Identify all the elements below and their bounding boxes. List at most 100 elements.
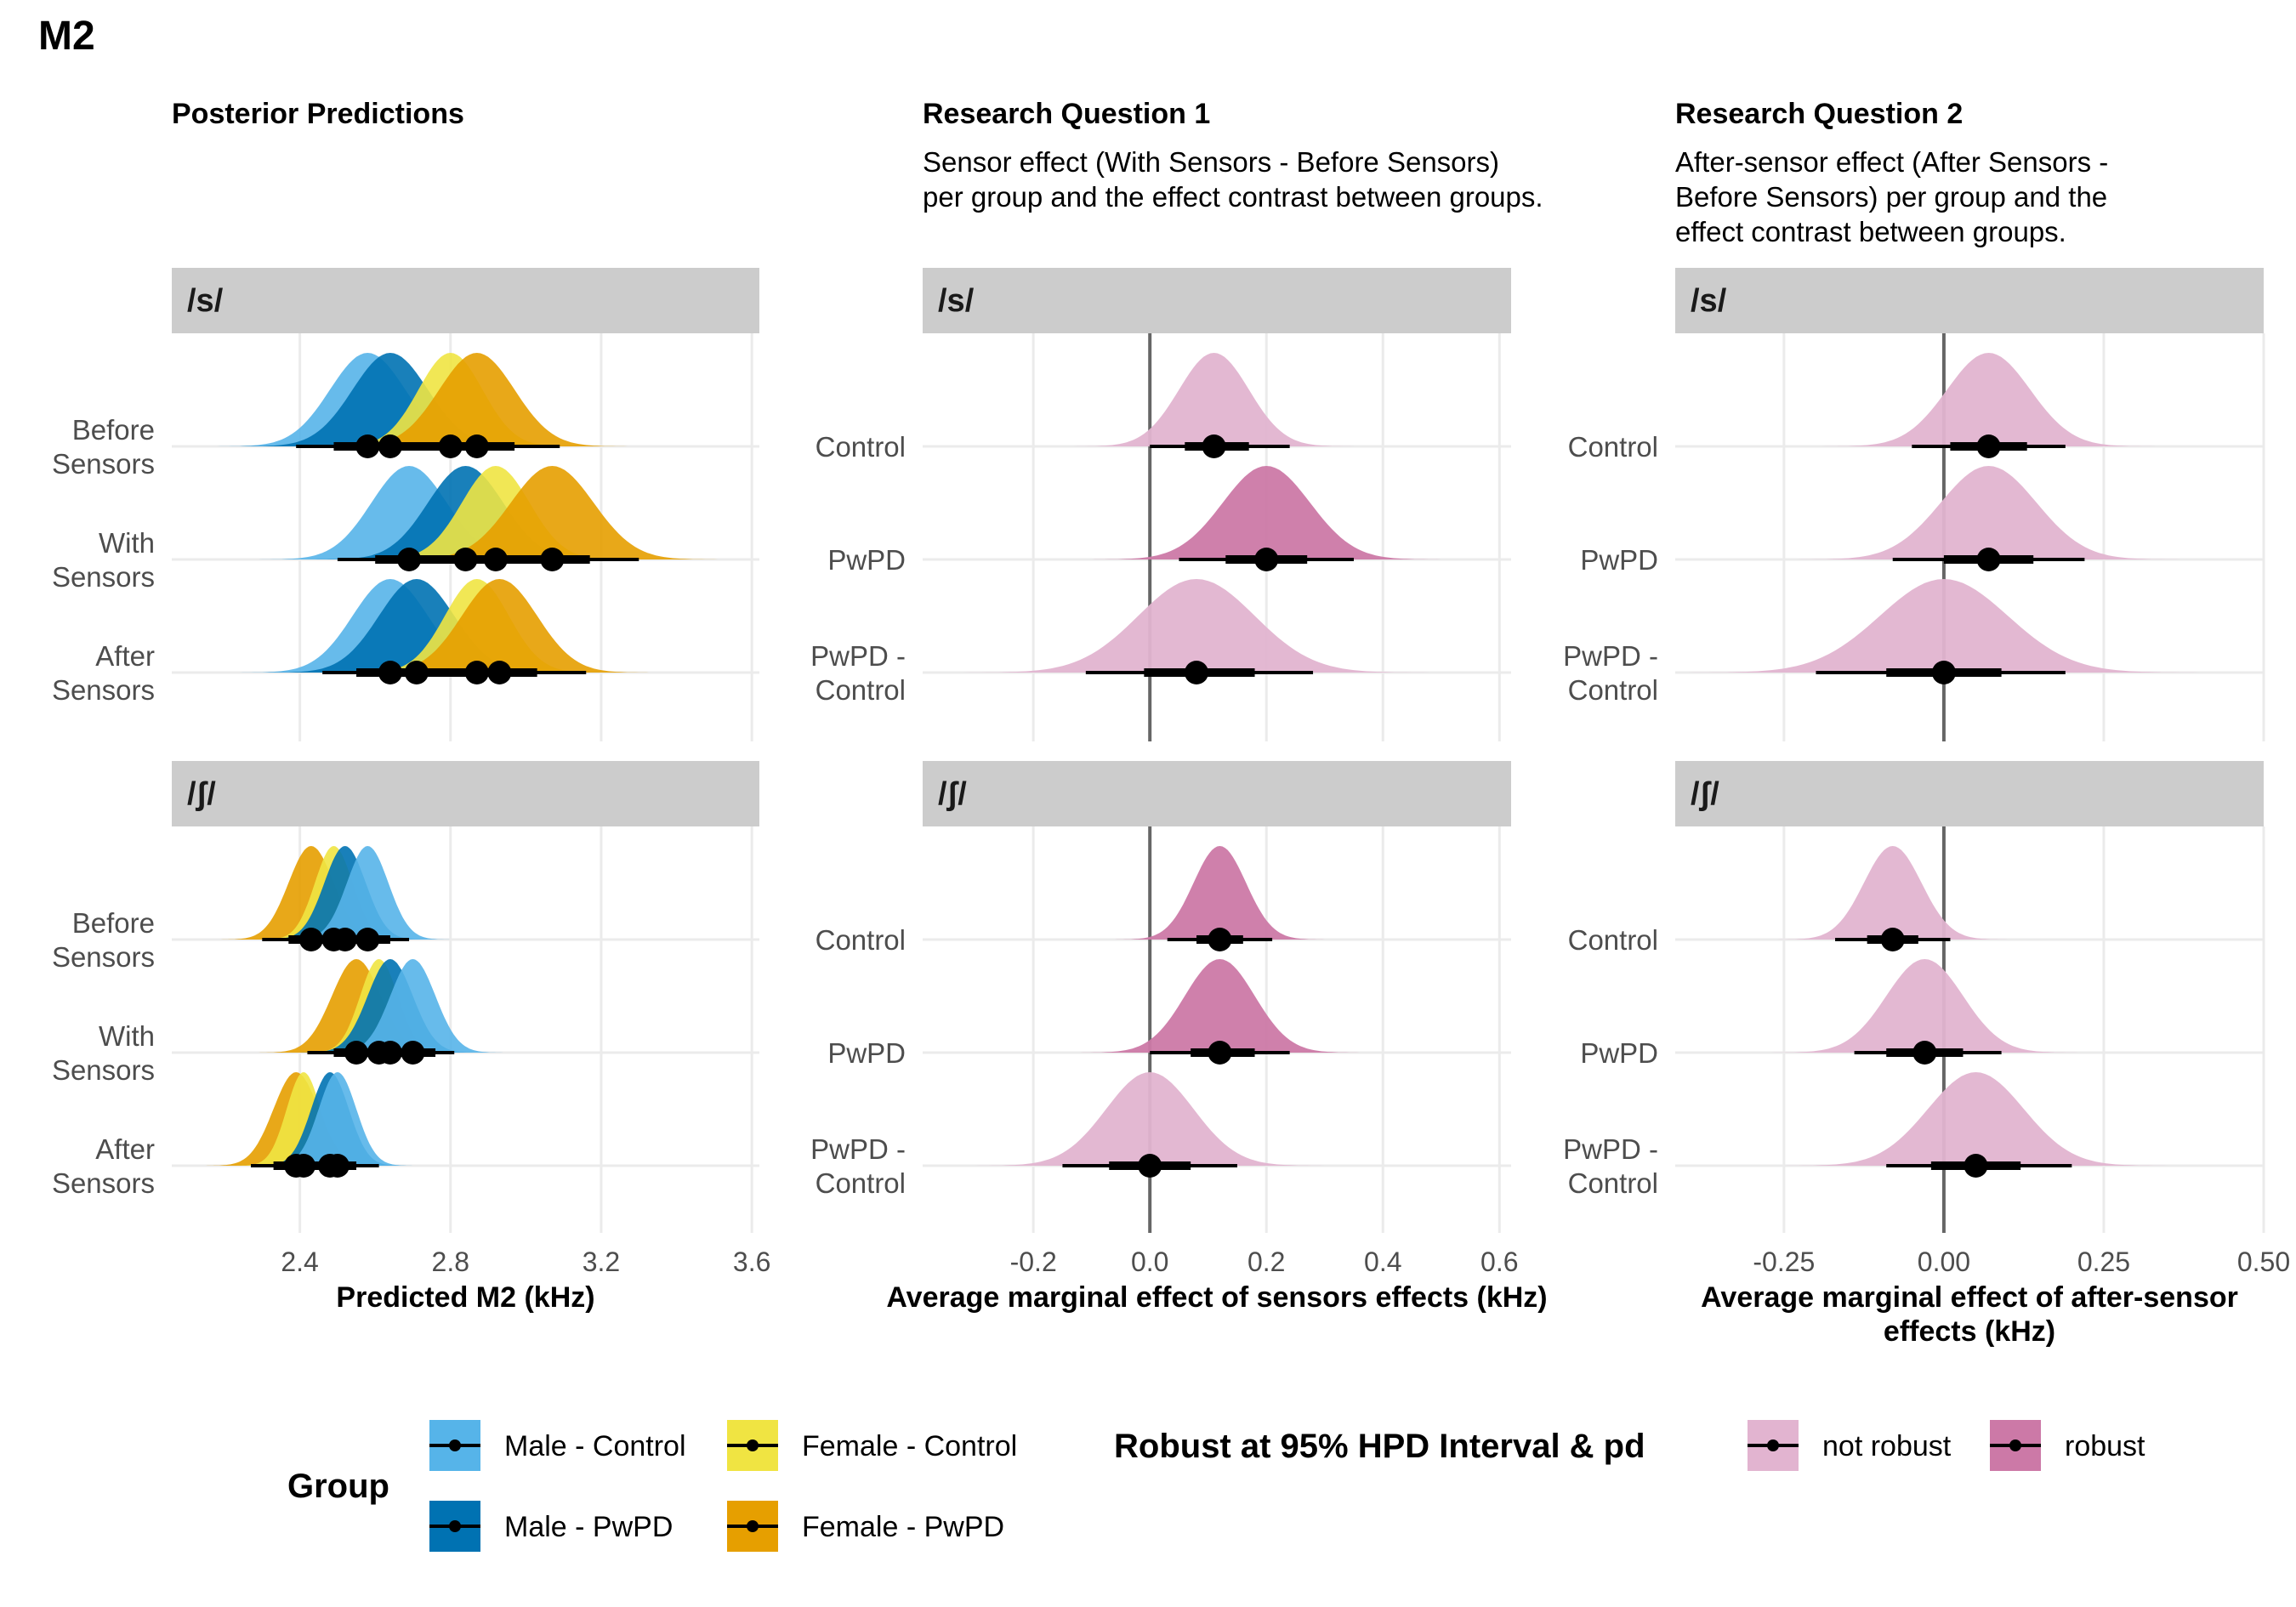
row-label: PwPD: [827, 544, 906, 576]
halfeye-effect-density: [1822, 353, 2156, 446]
legend-item-label: Female - PwPD: [802, 1511, 1004, 1543]
halfeye-male-control-median-point: [355, 928, 380, 951]
legend-key-point: [747, 1520, 759, 1532]
row-label: After Sensors: [52, 1133, 155, 1199]
halfeye-female-pwpd-density: [258, 959, 455, 1053]
legend-item-label: Male - PwPD: [504, 1511, 673, 1543]
legend-key-point: [449, 1520, 461, 1532]
panel-1: Posterior Predictions/s/Before SensorsWit…: [52, 98, 770, 1314]
halfeye-effect-density: [1115, 846, 1325, 940]
facet-strip: [172, 761, 759, 826]
panel-subtitle: Sensor effect (With Sensors - Before Sen…: [923, 146, 1543, 213]
halfeye-female-pwpd-density: [349, 579, 651, 673]
facet-strip-label: /s/: [187, 283, 224, 319]
halfeye-female-pwpd-density: [326, 353, 628, 446]
legend-robust-title: Robust at 95% HPD Interval & pd: [1114, 1428, 1645, 1465]
panels: Posterior Predictions/s/Before SensorsWit…: [52, 98, 2290, 1348]
row-label-line: PwPD -: [1563, 1133, 1658, 1165]
halfeye-effect-density: [1688, 579, 2200, 673]
row-label-line: PwPD -: [810, 1133, 906, 1165]
halfeye-effect-median-point: [1964, 1154, 1988, 1178]
facet-strip-label: /s/: [1691, 283, 1727, 319]
x-tick-label: 0.4: [1364, 1246, 1401, 1277]
row-label-line: Sensors: [52, 1167, 155, 1199]
row-label: PwPD: [827, 1037, 906, 1069]
row-label-line: Control: [816, 674, 906, 706]
facet-strip-label: /s/: [938, 283, 975, 319]
row-label: PwPD -Control: [810, 640, 906, 706]
x-tick-label: 0.25: [2077, 1246, 2130, 1277]
row-label-line: Control: [816, 1167, 906, 1199]
panel-subtitle-line: Before Sensors) per group and the: [1675, 181, 2107, 213]
halfeye-effect-density: [963, 579, 1430, 673]
halfeye-effect-density: [1770, 959, 2078, 1053]
halfeye-male-pwpd-density: [239, 353, 542, 446]
halfeye-effect-median-point: [1912, 1041, 1937, 1065]
x-tick-label: 2.4: [281, 1246, 318, 1277]
facet-strip-label: /ʃ/: [187, 776, 216, 812]
x-axis-title: Average marginal effect of sensors effec…: [886, 1281, 1547, 1314]
x-tick-label: 2.8: [432, 1246, 469, 1277]
halfeye-male-control-density: [258, 466, 560, 559]
legend-key-point: [449, 1439, 461, 1451]
facet-strip: [923, 761, 1511, 826]
x-axis-title: Predicted M2 (kHz): [336, 1281, 594, 1314]
facet-strip-label: /ʃ/: [938, 776, 967, 812]
halfeye-effect-median-point: [1976, 434, 2001, 458]
row-label: Control: [816, 431, 906, 463]
halfeye-effect-density: [975, 1072, 1325, 1166]
legend-item-label: Male - Control: [504, 1430, 686, 1462]
row-label-line: Sensors: [52, 448, 155, 480]
x-tick-label: 0.50: [2237, 1246, 2290, 1277]
halfeye-female-pwpd-density: [386, 466, 719, 559]
legend-key-point: [2009, 1439, 2021, 1451]
x-tick-label: 0.2: [1247, 1246, 1285, 1277]
x-tick-label: 3.6: [733, 1246, 770, 1277]
panel-title: Research Question 1: [923, 98, 1210, 130]
row-label: PwPD -Control: [1563, 1133, 1658, 1199]
halfeye-effect-median-point: [1202, 434, 1226, 458]
row-label-line: Sensors: [52, 1054, 155, 1086]
halfeye-female-control-density: [360, 466, 632, 559]
halfeye-female-pwpd-density: [220, 846, 402, 940]
row-label-line: With: [99, 1020, 155, 1052]
row-label-line: Sensors: [52, 561, 155, 593]
row-label-line: With: [99, 527, 155, 559]
halfeye-effect-density: [1777, 846, 2009, 940]
halfeye-effect-median-point: [1931, 661, 1956, 684]
row-label-line: PwPD -: [810, 640, 906, 672]
halfeye-effect-density: [1783, 1072, 2168, 1166]
row-label: Before Sensors: [52, 414, 155, 480]
panel-subtitle-line: per group and the effect contrast betwee…: [923, 181, 1543, 213]
row-label: With Sensors: [52, 527, 155, 593]
panel-title: Research Question 2: [1675, 98, 1963, 130]
halfeye-effect-median-point: [1208, 928, 1232, 951]
halfeye-male-control-median-point: [401, 1041, 425, 1065]
legend-group-title: Group: [287, 1468, 389, 1505]
row-label-line: Sensors: [52, 674, 155, 706]
row-label: With Sensors: [52, 1020, 155, 1086]
row-label-line: After: [95, 1133, 155, 1165]
legend-key-point: [1767, 1439, 1779, 1451]
halfeye-female-pwpd-median-point: [540, 548, 565, 571]
halfeye-female-pwpd-median-point: [464, 434, 489, 458]
row-label-line: PwPD -: [1563, 640, 1658, 672]
panel-subtitle: After-sensor effect (After Sensors -Befo…: [1675, 146, 2108, 247]
facet-strip: [923, 268, 1511, 333]
panel-subtitle-line: Sensor effect (With Sensors - Before Sen…: [923, 146, 1499, 178]
facet-strip-label: /ʃ/: [1691, 776, 1719, 812]
legend: Group Male - Control Male - PwPD Female - C…: [287, 1420, 2145, 1552]
row-label-line: Sensors: [52, 941, 155, 973]
row-label: After Sensors: [52, 640, 155, 706]
halfeye-effect-density: [1091, 466, 1441, 559]
halfeye-male-control-density: [262, 1072, 413, 1166]
halfeye-effect-density: [1796, 466, 2181, 559]
row-label: Control: [816, 924, 906, 956]
x-tick-label: -0.25: [1753, 1246, 1815, 1277]
halfeye-male-control-median-point: [325, 1154, 350, 1178]
x-tick-label: 0.00: [1918, 1246, 1970, 1277]
